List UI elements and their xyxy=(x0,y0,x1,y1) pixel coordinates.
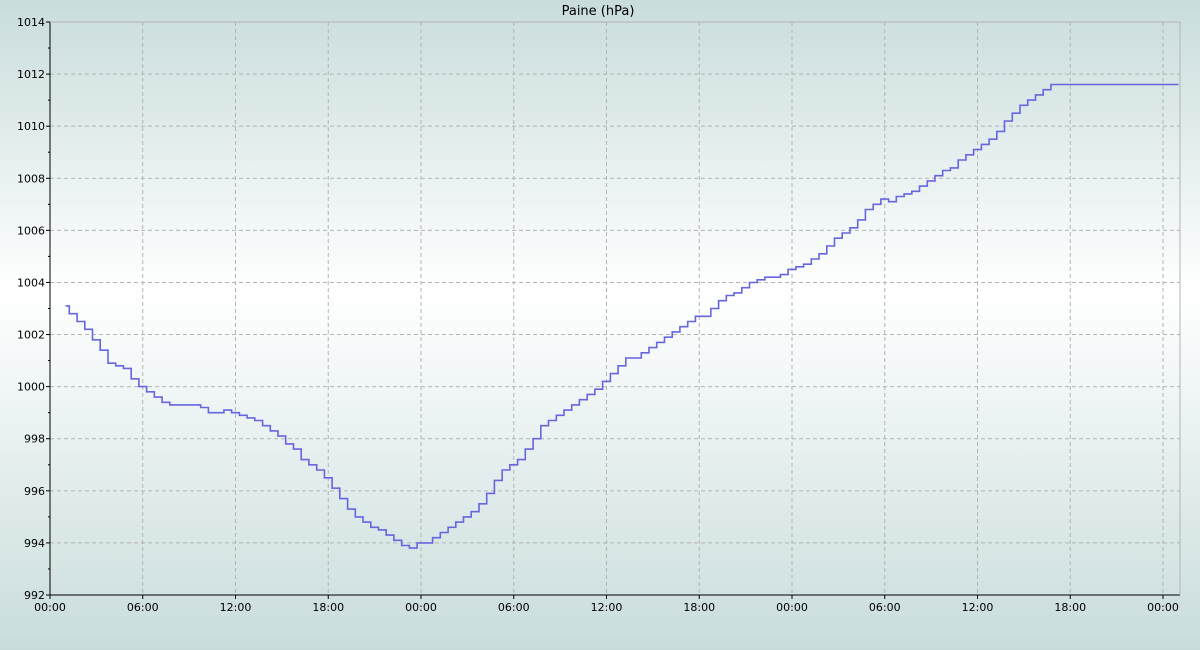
y-tick-label: 992 xyxy=(24,589,45,602)
y-tick-label: 1002 xyxy=(17,329,45,342)
y-tick-label: 1006 xyxy=(17,224,45,237)
x-tick-label: 06:00 xyxy=(869,601,901,614)
chart-title: Paine (hPa) xyxy=(562,4,635,19)
x-tick-label: 00:00 xyxy=(1147,601,1179,614)
y-tick-label: 994 xyxy=(24,537,45,550)
x-tick-label: 12:00 xyxy=(962,601,994,614)
y-tick-label: 1010 xyxy=(17,120,45,133)
series-line xyxy=(65,83,1179,549)
labels-layer: 992 994 996 998 1000 1002 1004 1006 1008 1010 1012… xyxy=(17,16,1179,614)
x-tick-label: 00:00 xyxy=(776,601,808,614)
y-tick-label: 1008 xyxy=(17,172,45,185)
x-tick-label: 18:00 xyxy=(1054,601,1086,614)
y-tick-label: 1014 xyxy=(17,16,45,29)
axes xyxy=(46,21,1181,599)
y-tick-label: 1000 xyxy=(17,381,45,394)
x-tick-label: 18:00 xyxy=(312,601,344,614)
series-layer xyxy=(65,83,1179,549)
grid xyxy=(50,21,1180,595)
y-tick-label: 998 xyxy=(24,433,45,446)
x-tick-label: 00:00 xyxy=(405,601,437,614)
x-tick-label: 00:00 xyxy=(34,601,66,614)
x-tick-label: 12:00 xyxy=(220,601,252,614)
x-tick-label: 06:00 xyxy=(498,601,530,614)
y-tick-label: 996 xyxy=(24,485,45,498)
x-tick-label: 18:00 xyxy=(683,601,715,614)
y-tick-label: 1004 xyxy=(17,276,45,289)
x-tick-label: 06:00 xyxy=(127,601,159,614)
x-tick-label: 12:00 xyxy=(591,601,623,614)
y-tick-label: 1012 xyxy=(17,68,45,81)
